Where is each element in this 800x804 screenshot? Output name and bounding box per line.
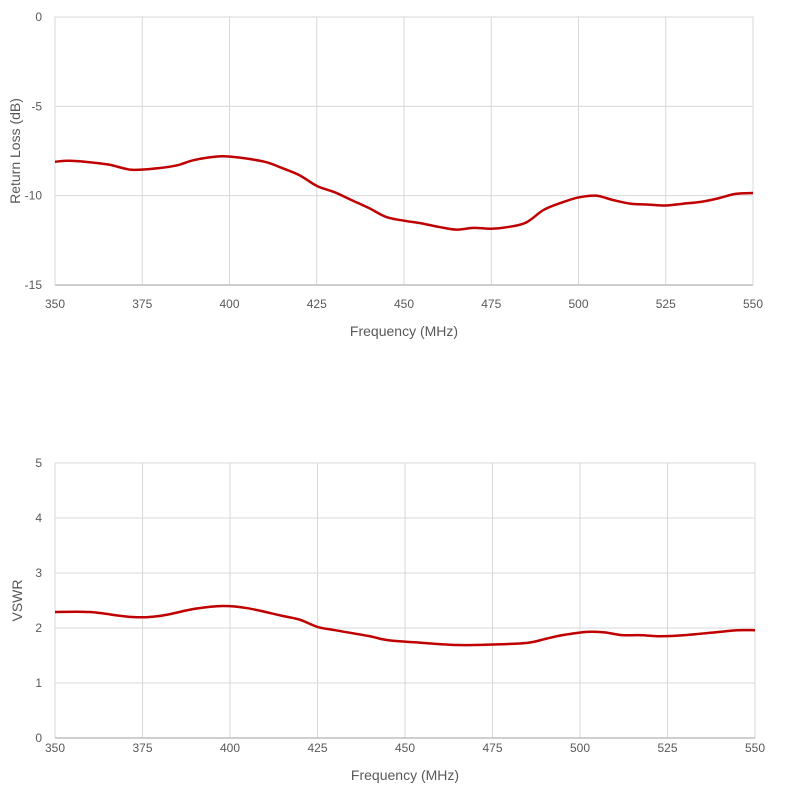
x-axis-title: Frequency (MHz) (351, 767, 459, 783)
y-tick-label: -5 (31, 99, 42, 113)
x-tick-label: 500 (568, 297, 588, 311)
x-tick-label: 525 (656, 297, 676, 311)
x-tick-label: 550 (743, 297, 763, 311)
return-loss-chart: 350 375 400 425 450 475 500 525 550 0 -5 -10 -15 Freq… (7, 10, 763, 339)
x-tick-label: 475 (482, 741, 502, 755)
x-tick-label: 425 (307, 297, 327, 311)
x-tick-label: 375 (132, 741, 152, 755)
x-axis-title: Frequency (MHz) (350, 323, 458, 339)
x-tick-label: 350 (45, 297, 65, 311)
y-tick-label: 0 (35, 731, 42, 745)
y-axis-title: Return Loss (dB) (7, 98, 23, 204)
y-tick-label: 3 (35, 566, 42, 580)
y-tick-label: 0 (35, 10, 42, 24)
x-tick-label: 550 (745, 741, 765, 755)
x-tick-label: 350 (45, 741, 65, 755)
x-tick-label: 525 (657, 741, 677, 755)
x-tick-label: 450 (395, 741, 415, 755)
y-tick-label: -10 (25, 189, 43, 203)
x-tick-label: 400 (220, 741, 240, 755)
x-tick-label: 500 (570, 741, 590, 755)
y-tick-label: 5 (35, 456, 42, 470)
y-tick-label: 2 (35, 621, 42, 635)
x-tick-label: 425 (307, 741, 327, 755)
x-tick-label: 450 (394, 297, 414, 311)
x-tick-label: 375 (132, 297, 152, 311)
x-tick-label: 475 (481, 297, 501, 311)
x-tick-label: 400 (219, 297, 239, 311)
vswr-chart: 350 375 400 425 450 475 500 525 550 0 1 2 3 4 5 Frequen… (9, 456, 765, 783)
y-tick-label: 4 (35, 511, 42, 525)
y-axis-title: VSWR (9, 580, 25, 622)
y-tick-label: -15 (25, 278, 43, 292)
y-tick-label: 1 (35, 676, 42, 690)
